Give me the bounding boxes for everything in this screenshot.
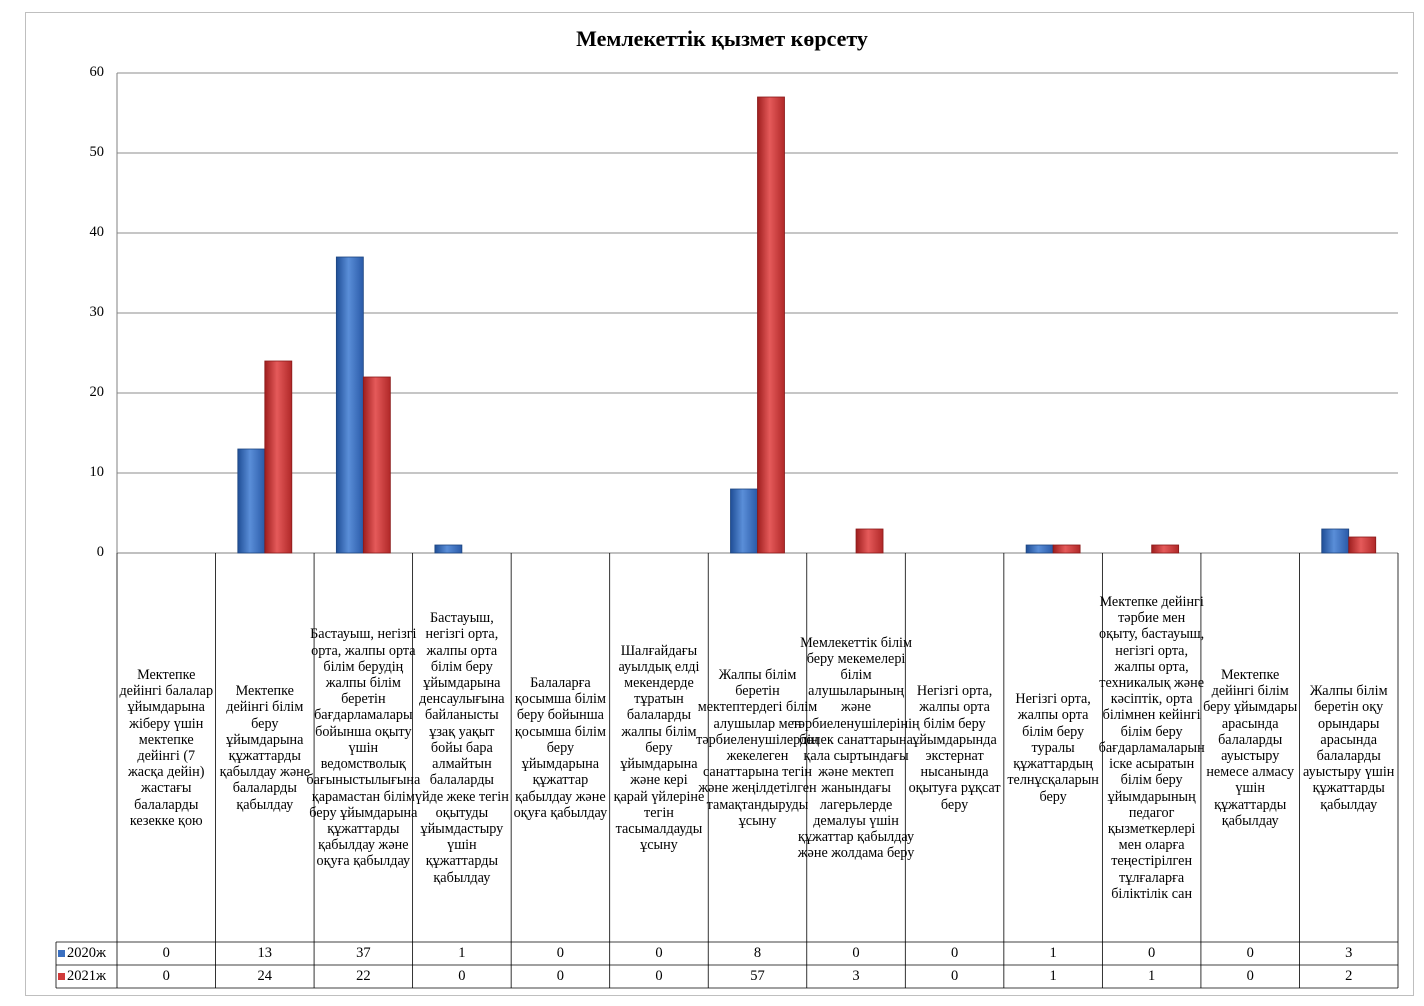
- category-label: Бастауыш, негізгі орта, жалпы орта білім…: [306, 626, 421, 870]
- y-tick-label: 10: [89, 464, 105, 480]
- category-label: Балаларға қосымша білім беру бойынша қос…: [513, 675, 608, 821]
- category-label: Негізгі орта, жалпы орта білім беру тура…: [1007, 691, 1099, 805]
- table-cell: 24: [257, 968, 273, 984]
- bar-2021-7: [855, 528, 884, 554]
- y-tick-label: 40: [89, 224, 105, 240]
- legend-swatch: [58, 950, 65, 957]
- y-tick-label: 0: [96, 544, 104, 560]
- category-label: Мектепке дейінгі балалар ұйымдарына жібе…: [119, 666, 214, 829]
- bar-2021-1: [264, 360, 293, 554]
- table-cell: 0: [950, 945, 959, 961]
- table-cell: 57: [750, 968, 765, 984]
- table-cell: 22: [356, 968, 371, 984]
- table-cell: 0: [458, 968, 466, 984]
- bar-2020-1: [237, 448, 266, 554]
- bar-2021-2: [362, 376, 391, 554]
- y-tick-label: 20: [89, 384, 105, 400]
- chart-title: Мемлекеттік қызмет көрсету: [576, 26, 868, 51]
- chart-frame: [25, 12, 1414, 996]
- bar-2020-3: [434, 544, 463, 554]
- table-cell: 8: [753, 945, 762, 961]
- table-cell: 0: [655, 968, 663, 984]
- category-label: Шалғайдағы ауылдық елді мекендерде тұрат…: [613, 642, 705, 854]
- table-cell: 2: [1345, 968, 1353, 984]
- table-cell: 0: [1246, 968, 1254, 984]
- table-cell: 0: [852, 945, 860, 961]
- table-cell: 0: [162, 945, 170, 961]
- bar-2021-12: [1348, 536, 1377, 554]
- table-cell: 1: [458, 945, 466, 961]
- bar-2020-12: [1321, 528, 1350, 554]
- bar-2020-9: [1025, 544, 1054, 554]
- legend-label: 2021ж: [67, 968, 107, 984]
- table-cell: 0: [1148, 945, 1156, 961]
- y-tick-label: 50: [89, 144, 105, 160]
- y-tick-label: 60: [89, 64, 105, 80]
- bar-2020-6: [730, 488, 758, 554]
- bars: [237, 96, 1377, 554]
- table-cell: 0: [556, 968, 565, 984]
- category-label: Мектепке дейінгі білім беру ұйымдары ара…: [1203, 666, 1298, 829]
- category-label: Мектепке дейінгі білім беру ұйымдарына қ…: [219, 683, 311, 813]
- table-cell: 1: [1049, 945, 1057, 961]
- bar-2021-9: [1052, 544, 1081, 554]
- bar-2020-2: [335, 256, 364, 554]
- table-cell: 13: [257, 945, 273, 961]
- table-cell: 1: [1148, 968, 1156, 984]
- table-cell: 3: [1345, 945, 1353, 961]
- table-cell: 1: [1049, 968, 1057, 984]
- legend-label: 2020ж: [67, 945, 107, 961]
- category-label: Бастауыш, негізгі орта, жалпы орта білім…: [414, 610, 509, 886]
- table-cell: 37: [356, 945, 371, 961]
- bar-2021-10: [1151, 544, 1180, 554]
- category-label: Мемлекеттік білім беру мекемелері білім …: [792, 634, 920, 862]
- category-label: Негізгі орта, жалпы орта білім беру ұйым…: [908, 683, 1001, 813]
- table-cell: 0: [655, 945, 663, 961]
- data-table-lines: [55, 553, 1399, 989]
- table-cell: 0: [556, 945, 565, 961]
- bar-2021-6: [757, 96, 785, 554]
- category-label: Жалпы білім беретін оқу орындары арасынд…: [1303, 683, 1395, 813]
- legend-entry: 2020ж: [58, 942, 106, 965]
- category-label: Жалпы білім беретін мектептердегі білім …: [696, 666, 819, 829]
- legend-entry: 2021ж: [58, 965, 106, 988]
- category-label: Мектепке дейінгі тәрбие мен оқыту, баста…: [1098, 594, 1205, 902]
- table-cell: 3: [852, 968, 860, 984]
- table-cell: 0: [162, 968, 170, 984]
- y-tick-label: 30: [89, 304, 105, 320]
- table-cell: 0: [1246, 945, 1254, 961]
- legend-swatch: [58, 973, 65, 980]
- table-cell: 0: [950, 968, 959, 984]
